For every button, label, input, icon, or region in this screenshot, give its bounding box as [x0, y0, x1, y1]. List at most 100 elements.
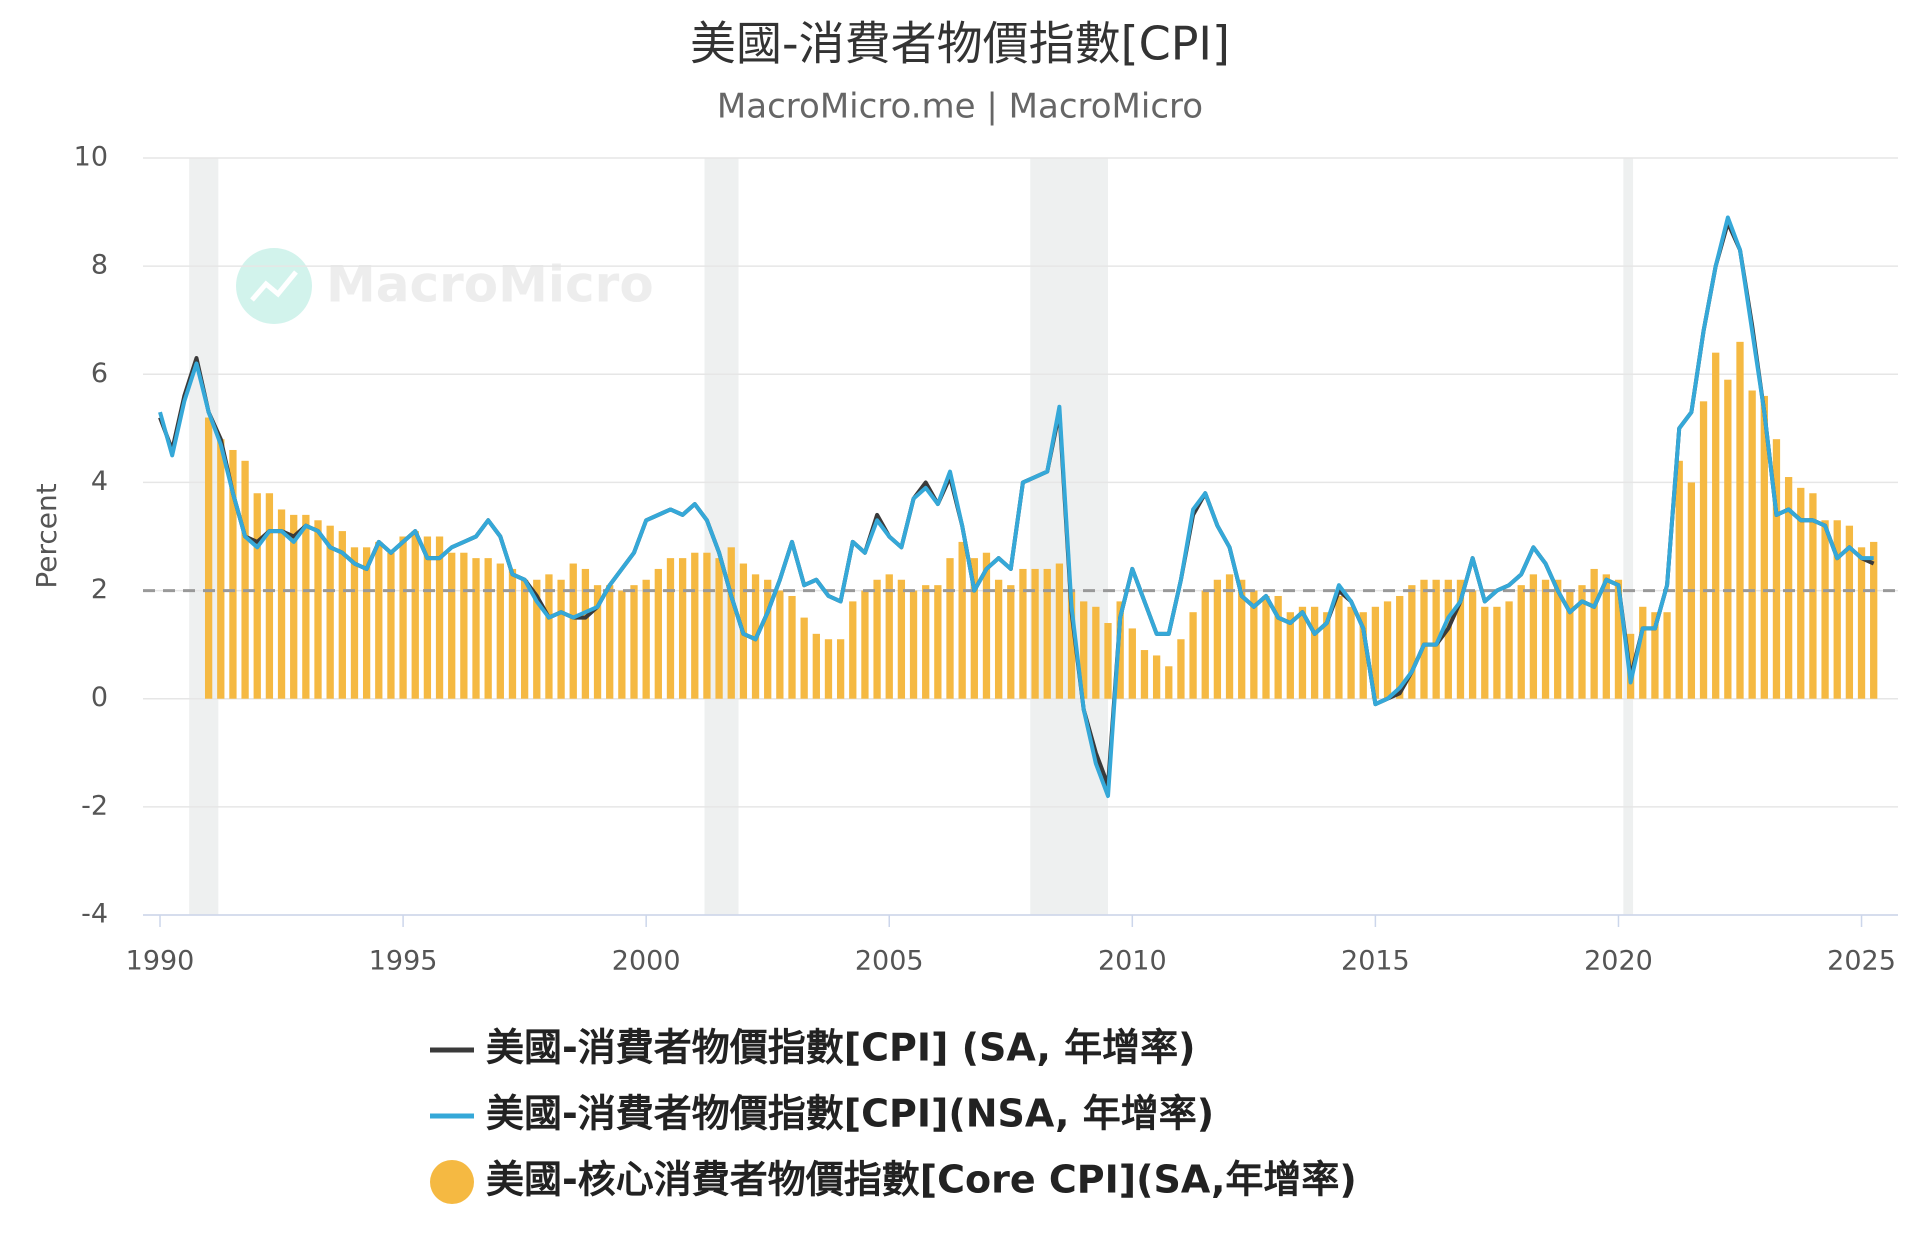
bar: [460, 552, 468, 699]
bar: [1067, 590, 1076, 699]
bar: [1359, 612, 1367, 699]
bar: [1043, 568, 1051, 699]
y-tick-label: 8: [91, 250, 108, 281]
bar: [800, 617, 808, 699]
y-tick-label: 10: [74, 142, 108, 173]
bar: [1481, 606, 1489, 699]
series-line: [158, 215, 1874, 799]
bar: [1189, 612, 1197, 699]
bar: [204, 417, 213, 699]
bar: [1870, 541, 1878, 699]
bar: [217, 439, 225, 699]
bar: [241, 460, 249, 699]
bar: [253, 493, 261, 699]
watermark-text: MacroMicro: [326, 256, 654, 314]
bar: [1152, 655, 1161, 699]
bar: [654, 568, 662, 699]
bar: [1444, 579, 1452, 699]
bar: [1541, 579, 1550, 699]
x-tick-label: 1990: [126, 946, 195, 977]
bar: [958, 541, 966, 699]
bar: [1505, 601, 1513, 699]
bar: [435, 536, 444, 699]
bar: [1614, 579, 1623, 699]
y-tick-label: -2: [81, 790, 108, 821]
bar: [824, 639, 833, 699]
bar: [1517, 585, 1525, 699]
recession-band: [1623, 158, 1634, 915]
bar: [1201, 590, 1209, 699]
bar: [1335, 595, 1343, 699]
bar: [715, 558, 723, 699]
bar: [1602, 574, 1610, 699]
bar: [691, 552, 699, 699]
bar: [642, 579, 650, 699]
bar: [812, 633, 820, 699]
x-tick-label: 1995: [369, 946, 438, 977]
bar: [776, 590, 784, 699]
bar: [411, 531, 419, 699]
bar: [496, 563, 504, 699]
bar: [1007, 585, 1015, 699]
bar: [1699, 401, 1708, 699]
legend-label: 美國-消費者物價指數[CPI](NSA, 年增率): [486, 1092, 1214, 1136]
y-tick-label: 2: [91, 574, 108, 605]
bar: [472, 558, 480, 699]
bar: [1165, 666, 1173, 699]
bar: [338, 531, 346, 699]
chart-subtitle: MacroMicro.me | MacroMicro: [717, 87, 1203, 127]
bar: [1213, 579, 1222, 699]
bar: [994, 579, 1003, 699]
bar: [1857, 547, 1866, 699]
bar: [508, 568, 517, 699]
bar: [703, 552, 711, 699]
bar: [1772, 439, 1781, 699]
legend-swatch: [430, 1160, 474, 1204]
bar: [1529, 574, 1538, 699]
bar: [362, 547, 371, 699]
bar: [727, 547, 735, 699]
bar: [861, 590, 869, 699]
bar: [1310, 606, 1319, 699]
bar: [229, 449, 237, 699]
y-axis-label: Percent: [30, 483, 63, 588]
bar: [1092, 606, 1100, 699]
bar: [399, 536, 407, 699]
bar: [1663, 612, 1671, 699]
x-tick-label: 2005: [855, 946, 924, 977]
bar: [1456, 579, 1465, 699]
x-tick-label: 2000: [612, 946, 681, 977]
bar: [277, 509, 286, 699]
bar: [1809, 493, 1817, 699]
legend: 美國-消費者物價指數[CPI] (SA, 年增率) 美國-消費者物價指數[CPI]…: [430, 1026, 1357, 1204]
bar: [1274, 595, 1282, 699]
bar: [1031, 568, 1039, 699]
x-tick-label: 2020: [1584, 946, 1653, 977]
y-tick-label: 6: [91, 358, 108, 389]
bar: [1383, 601, 1392, 699]
bar: [1298, 606, 1307, 699]
bar: [1821, 520, 1829, 699]
bar: [448, 552, 456, 699]
bar: [1323, 612, 1331, 699]
bar: [1286, 612, 1294, 699]
bar: [302, 514, 310, 699]
bar: [934, 585, 942, 699]
bar: [946, 558, 954, 699]
bar: [897, 579, 906, 699]
bar: [1590, 568, 1598, 699]
bar: [1055, 563, 1064, 699]
bar: [326, 525, 334, 699]
bar: [1250, 590, 1258, 699]
bar: [1347, 606, 1355, 699]
bar: [666, 558, 675, 699]
bar: [885, 574, 893, 699]
bar: [1784, 477, 1793, 699]
bar: [533, 579, 541, 699]
bar: [387, 552, 395, 699]
bar: [1760, 395, 1768, 699]
bar: [1639, 606, 1647, 699]
bar: [678, 558, 687, 699]
bar: [606, 585, 614, 699]
bar: [1578, 585, 1586, 699]
